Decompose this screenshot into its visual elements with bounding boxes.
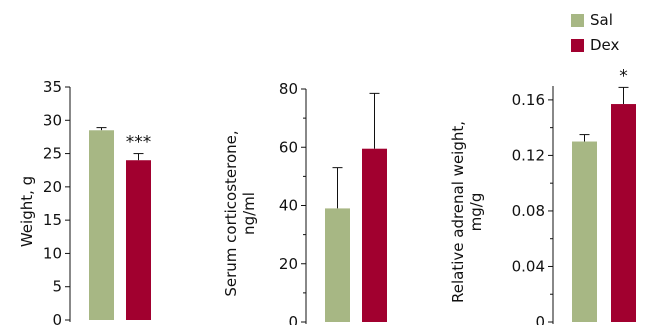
y-tick-label: 35 bbox=[43, 78, 62, 96]
y-axis-label-line: Weight, g bbox=[18, 176, 36, 247]
chart-panel-1: 0 5 10 15 20 25 30 35 Weight, g *** bbox=[18, 78, 151, 325]
y-axis-label: Relative adrenal weight,mg/g bbox=[449, 121, 485, 303]
legend-item-sal: Sal bbox=[571, 10, 613, 30]
y-tick-label: 20 bbox=[43, 178, 62, 196]
chart-panel-2: 0 20 40 60 80 Serum corticosterone,ng/ml bbox=[222, 80, 387, 325]
y-tick-label: 0.12 bbox=[512, 146, 545, 164]
y-tick-label: 0 bbox=[535, 313, 545, 325]
y-tick-label: 0.04 bbox=[512, 257, 545, 275]
legend-item-dex: Dex bbox=[571, 35, 619, 55]
y-axis-label-line: ng/ml bbox=[240, 192, 258, 235]
legend-label-sal: Sal bbox=[590, 11, 613, 29]
legend-swatch-sal bbox=[571, 13, 584, 27]
significance-annotation: * bbox=[619, 66, 628, 86]
y-axis-label-line: Relative adrenal weight, bbox=[449, 121, 467, 303]
y-axis-label: Weight, g bbox=[18, 176, 36, 247]
y-tick-label: 10 bbox=[43, 244, 62, 262]
y-axis-label-line: mg/g bbox=[467, 193, 485, 232]
y-tick-label: 25 bbox=[43, 145, 62, 163]
bar-dex bbox=[126, 160, 151, 320]
y-tick-label: 0.16 bbox=[512, 91, 545, 109]
bar-sal bbox=[89, 130, 114, 320]
bar-sal bbox=[572, 141, 597, 322]
y-tick-label: 15 bbox=[43, 211, 62, 229]
chart-panel-3: 0 0.04 0.08 0.12 0.16 Relative adrenal weight… bbox=[449, 66, 636, 325]
y-tick-label: 0.08 bbox=[512, 202, 545, 220]
legend-label-dex: Dex bbox=[590, 36, 620, 54]
y-tick-label: 20 bbox=[279, 255, 298, 273]
legend: Sal Dex bbox=[571, 0, 646, 70]
significance-annotation: *** bbox=[126, 133, 152, 153]
bar-dex bbox=[611, 104, 636, 322]
y-tick-label: 5 bbox=[52, 278, 62, 296]
bar-sal bbox=[325, 208, 350, 322]
y-tick-label: 40 bbox=[279, 197, 298, 215]
y-axis-label-line: Serum corticosterone, bbox=[222, 130, 240, 296]
bar-dex bbox=[362, 148, 387, 322]
y-tick-label: 80 bbox=[279, 80, 298, 98]
y-tick-label: 60 bbox=[279, 138, 298, 156]
legend-swatch-dex bbox=[571, 38, 584, 52]
y-tick-label: 30 bbox=[43, 111, 62, 129]
y-tick-label: 0 bbox=[52, 311, 62, 325]
y-tick-label: 0 bbox=[288, 313, 298, 325]
y-axis-label: Serum corticosterone,ng/ml bbox=[222, 130, 258, 296]
